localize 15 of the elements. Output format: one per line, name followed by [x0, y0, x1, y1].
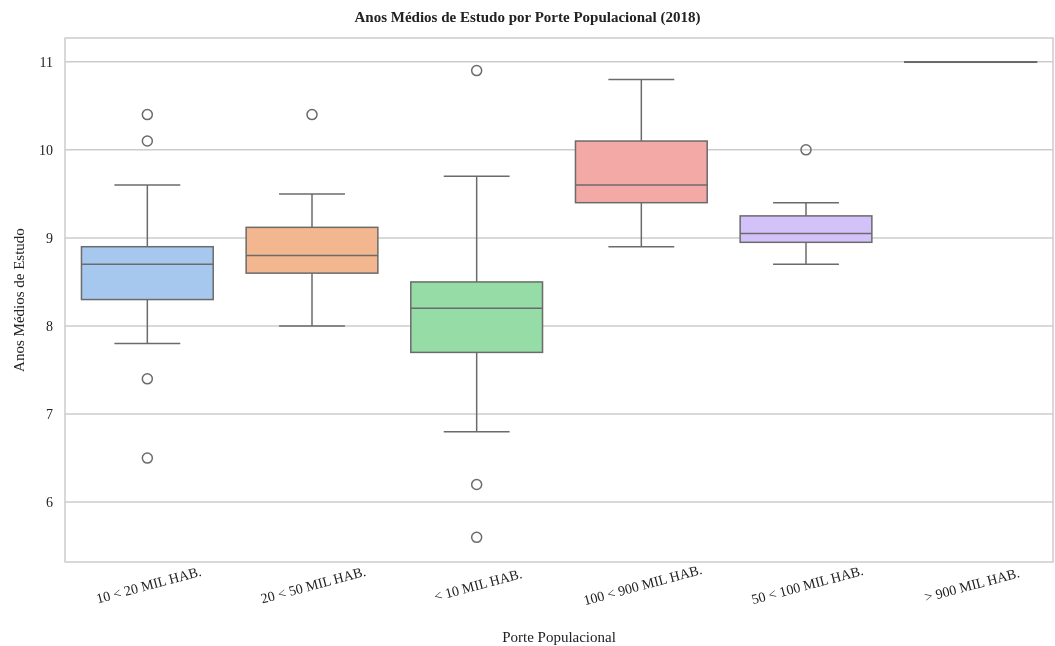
y-tick-label: 6: [46, 495, 53, 511]
x-tick-label: > 900 MIL HAB.: [922, 565, 1022, 605]
x-tick-label: 50 < 100 MIL HAB.: [749, 562, 865, 608]
x-tick-label: 10 < 20 MIL HAB.: [94, 563, 203, 607]
y-tick-label: 11: [39, 54, 53, 70]
x-tick-label: 20 < 50 MIL HAB.: [259, 563, 368, 607]
x-axis-title: Porte Populacional: [502, 629, 616, 645]
y-tick-label: 7: [46, 406, 53, 422]
y-axis-title: Anos Médios de Estudo: [11, 228, 27, 372]
y-tick-label: 9: [46, 230, 53, 246]
chart-title: Anos Médios de Estudo por Porte Populacional (2018): [354, 9, 701, 26]
x-tick-label: < 10 MIL HAB.: [432, 566, 524, 605]
x-tick-label: 100 < 900 MIL HAB.: [581, 562, 704, 609]
y-tick-label: 8: [46, 318, 53, 334]
y-tick-label: 10: [39, 142, 53, 158]
